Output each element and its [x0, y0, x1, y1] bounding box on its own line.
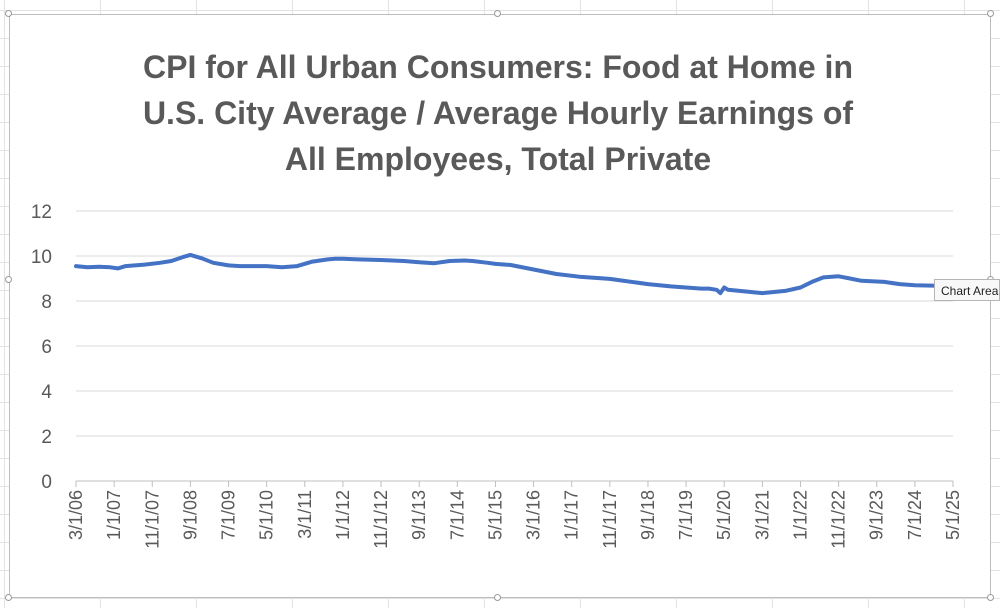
x-tick-label: 7/1/19 — [676, 490, 696, 540]
x-tick-label: 3/1/16 — [524, 490, 544, 540]
resize-handle-top[interactable] — [494, 10, 501, 17]
chart-title-line: CPI for All Urban Consumers: Food at Hom… — [143, 49, 853, 85]
x-tick-label: 1/1/17 — [562, 490, 582, 540]
chart-title-line: All Employees, Total Private — [284, 141, 712, 177]
x-tick-label: 1/1/12 — [333, 490, 353, 540]
y-tick-label: 4 — [41, 382, 52, 403]
resize-handle-bottom-left[interactable] — [5, 594, 12, 601]
x-tick-label: 5/1/20 — [714, 490, 734, 540]
x-tick-label: 9/1/08 — [180, 490, 200, 540]
chart-area-tooltip: Chart Area — [934, 279, 1000, 301]
x-tick-label: 7/1/09 — [219, 490, 239, 540]
y-tick-label: 0 — [41, 472, 52, 493]
x-tick-label: 1/1/22 — [790, 490, 810, 540]
resize-handle-bottom[interactable] — [494, 594, 501, 601]
resize-handle-top-right[interactable] — [987, 10, 994, 17]
x-tick-label: 9/1/13 — [409, 490, 429, 540]
x-tick-label: 11/1/17 — [600, 490, 620, 549]
series-line[interactable] — [74, 252, 955, 296]
y-tick-label: 8 — [41, 292, 52, 313]
x-tick-label: 5/1/15 — [485, 490, 505, 540]
x-tick-label: 11/1/22 — [829, 490, 849, 549]
x-tick-label: 3/1/11 — [295, 490, 315, 539]
resize-handle-top-left[interactable] — [5, 10, 12, 17]
y-tick-label: 6 — [41, 337, 52, 358]
y-tick-label: 12 — [31, 202, 52, 223]
resize-handle-bottom-right[interactable] — [987, 594, 994, 601]
x-tick-label: 11/1/07 — [142, 490, 162, 549]
x-tick-label: 7/1/14 — [447, 490, 467, 540]
resize-handle-left[interactable] — [5, 276, 12, 283]
x-tick-label: 1/1/07 — [104, 490, 124, 540]
chart-title-line: U.S. City Average / Average Hourly Earni… — [142, 95, 854, 131]
y-tick-label: 2 — [41, 427, 52, 448]
x-tick-label: 3/1/06 — [66, 490, 86, 540]
x-tick-label: 11/1/12 — [371, 490, 391, 549]
chart-area[interactable] — [9, 14, 991, 598]
x-tick-label: 5/1/10 — [257, 490, 277, 540]
x-tick-label: 9/1/18 — [638, 490, 658, 540]
chart-title[interactable]: CPI for All Urban Consumers: Food at Hom… — [110, 44, 886, 182]
y-tick-label: 10 — [31, 247, 52, 268]
x-tick-label: 9/1/23 — [867, 490, 887, 540]
x-tick-label: 5/1/25 — [943, 490, 963, 540]
x-tick-label: 3/1/21 — [752, 490, 772, 540]
x-tick-label: 7/1/24 — [905, 490, 925, 540]
